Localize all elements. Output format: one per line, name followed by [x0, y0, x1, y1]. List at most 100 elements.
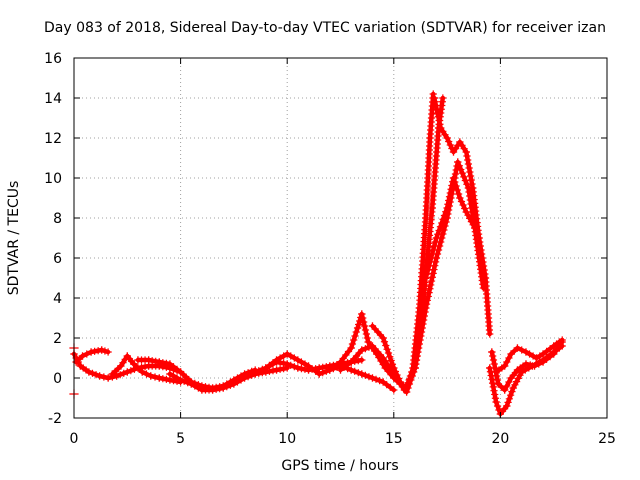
plus-marker: [355, 320, 363, 329]
plus-marker: [351, 367, 359, 375]
data-point: [219, 384, 227, 392]
data-point: [358, 346, 366, 354]
plus-marker: [388, 360, 397, 368]
data-point: [272, 356, 281, 364]
plus-marker: [151, 373, 159, 381]
plus-marker: [546, 353, 554, 361]
plus-marker: [427, 277, 436, 285]
data-point: [522, 360, 530, 368]
plus-marker: [508, 388, 516, 396]
plus-marker: [226, 381, 234, 389]
x-tick-label: 25: [598, 431, 616, 447]
plus-marker: [374, 348, 382, 356]
plus-marker: [308, 365, 316, 373]
data-point: [428, 204, 436, 212]
plus-marker: [135, 365, 143, 373]
plus-marker: [359, 314, 367, 322]
plus-marker: [436, 120, 444, 128]
plus-marker: [518, 346, 526, 354]
plus-marker: [386, 353, 394, 361]
plus-marker: [371, 345, 379, 353]
data-point: [454, 158, 462, 166]
plus-marker: [375, 377, 384, 385]
data-point: [336, 366, 345, 374]
data-point: [396, 378, 404, 386]
plus-marker: [468, 180, 476, 188]
data-point: [390, 364, 398, 372]
series-track-14: [488, 338, 566, 394]
plus-marker: [429, 246, 437, 254]
plus-marker: [490, 360, 498, 368]
plus-marker: [376, 331, 385, 339]
plus-marker: [319, 369, 327, 377]
data-point: [104, 348, 112, 356]
plus-marker: [436, 223, 445, 231]
data-point: [509, 384, 517, 392]
series-track-3: [108, 352, 185, 386]
data-point: [347, 358, 355, 366]
data-point: [283, 350, 291, 358]
plus-marker: [75, 355, 83, 363]
plus-marker: [404, 384, 412, 392]
plus-marker: [152, 357, 160, 365]
data-point: [177, 376, 185, 384]
data-point: [368, 374, 377, 382]
plus-marker: [451, 178, 459, 186]
plus-marker: [495, 406, 503, 414]
plus-marker: [159, 359, 167, 367]
data-point: [251, 368, 259, 376]
series-track-12: [422, 174, 487, 292]
data-point: [432, 234, 441, 242]
plus-marker: [428, 250, 436, 258]
plus-marker: [360, 318, 368, 326]
plus-marker: [497, 383, 506, 391]
plus-marker: [439, 215, 447, 223]
plus-marker: [433, 105, 441, 113]
plus-marker: [435, 226, 443, 235]
data-point: [177, 368, 185, 376]
data-point: [364, 338, 372, 346]
plus-marker: [431, 238, 439, 246]
data-point: [492, 368, 500, 376]
data-point: [147, 372, 155, 380]
data-point: [87, 348, 95, 356]
data-point: [486, 330, 494, 338]
plus-marker: [223, 383, 231, 391]
plus-marker: [329, 363, 337, 371]
data-point: [98, 346, 106, 354]
plus-marker: [467, 176, 475, 184]
data-point: [449, 174, 458, 182]
plus-marker: [535, 360, 543, 368]
plus-marker: [162, 375, 170, 383]
data-point: [522, 348, 530, 356]
plus-marker: [452, 182, 460, 190]
data-point: [494, 380, 502, 388]
data-point: [347, 344, 355, 352]
data-point: [411, 364, 419, 372]
plus-marker: [442, 208, 450, 216]
plus-marker: [461, 176, 469, 185]
data-point: [539, 350, 547, 358]
plus-marker: [431, 98, 439, 106]
plus-marker: [101, 347, 109, 355]
plus-marker: [505, 354, 513, 362]
plus-marker: [445, 193, 454, 201]
plus-marker: [297, 365, 306, 373]
data-point: [439, 94, 447, 102]
plus-marker: [280, 359, 288, 367]
x-tick-label: 5: [176, 431, 185, 447]
plus-marker: [372, 375, 380, 383]
plus-marker: [354, 357, 362, 365]
plus-marker: [141, 363, 149, 371]
data-point: [479, 284, 487, 292]
y-tick-label: 6: [53, 251, 62, 267]
plus-marker: [92, 371, 100, 379]
plus-marker: [365, 343, 373, 351]
plus-marker: [361, 371, 369, 379]
x-tick-label: 15: [385, 431, 403, 447]
data-point: [456, 138, 464, 146]
plus-marker: [173, 365, 181, 373]
plus-marker: [365, 373, 373, 381]
plus-marker: [433, 109, 442, 117]
